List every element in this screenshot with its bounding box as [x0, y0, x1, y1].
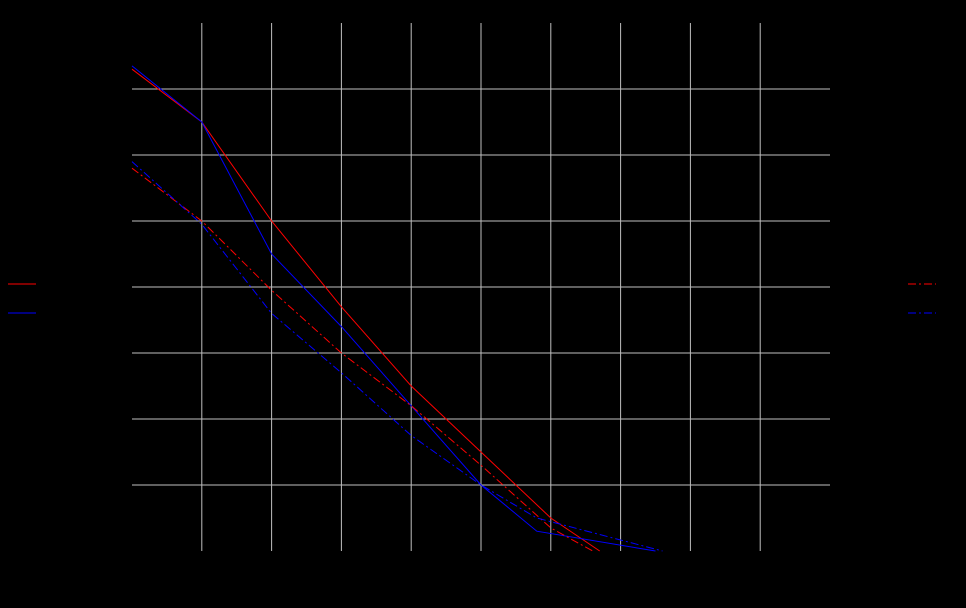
grid-lines — [132, 23, 830, 551]
series-line-2 — [131, 65, 656, 552]
series-line-4 — [131, 161, 663, 552]
series-line-1 — [131, 68, 600, 552]
series-lines — [131, 65, 663, 552]
legend — [8, 283, 936, 314]
series-line-3 — [131, 167, 593, 552]
